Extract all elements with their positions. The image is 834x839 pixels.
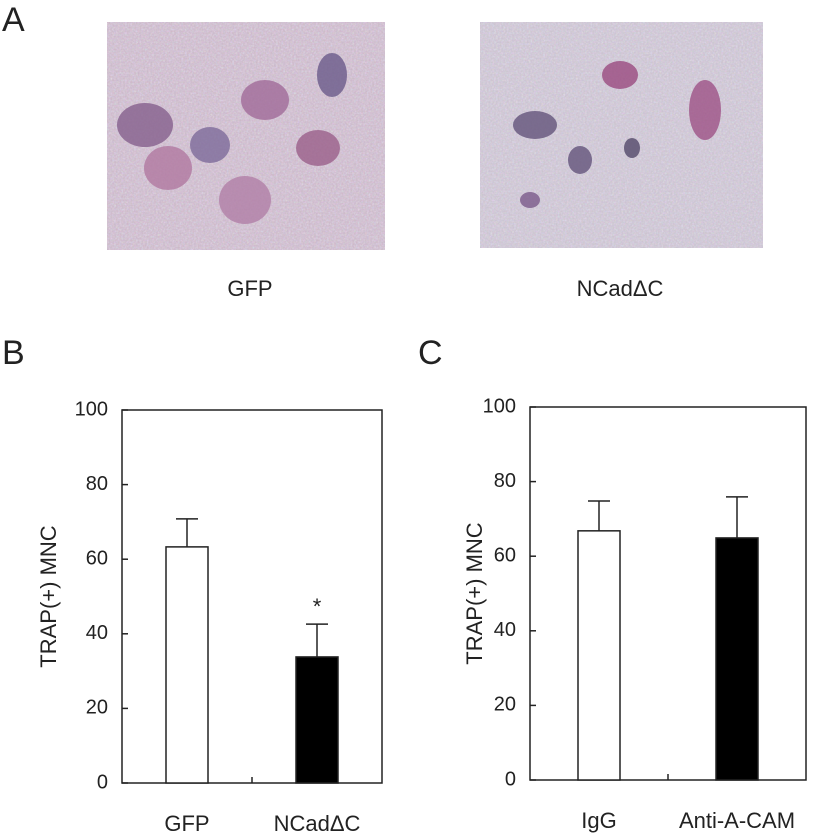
significance-mark: *	[313, 594, 322, 619]
bar	[577, 530, 621, 781]
plot-frame	[529, 406, 807, 781]
cell	[296, 130, 340, 166]
panel-letter: C	[418, 334, 443, 372]
y-tick-label: 60	[494, 544, 516, 566]
cell	[144, 146, 192, 190]
cell	[117, 103, 173, 147]
y-tick-label: 60	[86, 547, 108, 569]
y-tick-label: 0	[97, 771, 108, 793]
y-tick-label: 100	[75, 398, 108, 420]
cell	[513, 111, 557, 139]
y-tick-label: 40	[494, 619, 516, 641]
cell	[689, 80, 721, 140]
plot-frame	[121, 409, 383, 784]
cell	[624, 138, 640, 158]
y-tick-label: 80	[86, 473, 108, 495]
image-caption: NCadΔC	[577, 276, 664, 301]
micrograph	[107, 22, 385, 250]
micrograph	[480, 22, 763, 248]
bar	[295, 656, 339, 784]
y-tick-label: 80	[494, 470, 516, 492]
x-tick-label: Anti-A-CAM	[679, 808, 795, 833]
y-tick-label: 40	[86, 622, 108, 644]
cell	[317, 53, 347, 97]
y-tick-label: 0	[505, 768, 516, 790]
y-axis-label: TRAP(+) MNC	[462, 522, 487, 665]
panel-letter: B	[2, 334, 25, 372]
y-axis-label: TRAP(+) MNC	[36, 525, 61, 668]
cell	[219, 176, 271, 224]
cell	[568, 146, 592, 174]
x-tick-label: GFP	[164, 811, 209, 836]
x-tick-label: IgG	[581, 808, 616, 833]
y-tick-label: 20	[86, 697, 108, 719]
image-caption: GFP	[227, 276, 272, 301]
cell	[241, 80, 289, 120]
cell	[520, 192, 540, 208]
y-tick-label: 100	[483, 395, 516, 417]
y-tick-label: 20	[494, 694, 516, 716]
bar	[715, 537, 759, 781]
cell	[190, 127, 230, 163]
cell	[602, 61, 638, 89]
bar	[165, 546, 209, 784]
x-tick-label: NCadΔC	[274, 811, 361, 836]
panel-letter: A	[2, 1, 25, 39]
